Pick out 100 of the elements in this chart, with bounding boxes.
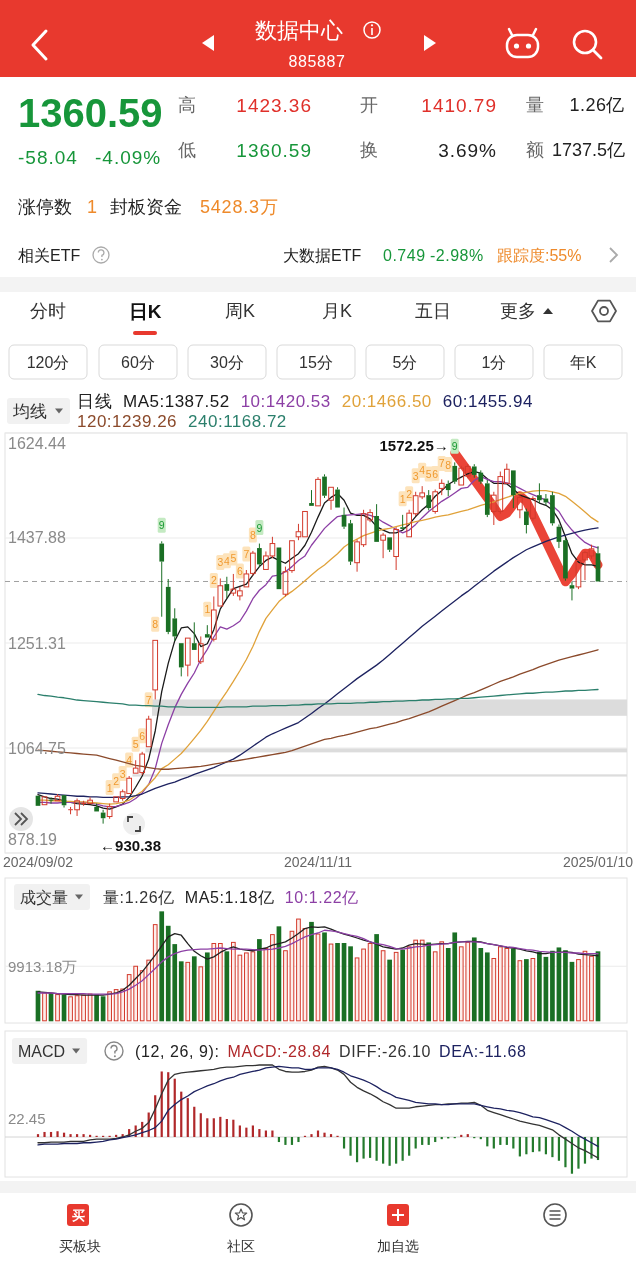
text: 3: [119, 767, 126, 780]
bar: [238, 1125, 241, 1137]
bar: [380, 950, 386, 1022]
text: 5: [425, 468, 432, 481]
bar: [531, 1137, 534, 1153]
bar: [342, 1137, 346, 1149]
text: 年K: [569, 353, 597, 371]
bar: [212, 1118, 215, 1137]
text: 9: [451, 440, 458, 453]
bar: [499, 1137, 502, 1145]
text: 换: [360, 140, 378, 160]
bar: [206, 1118, 209, 1137]
text: 2: [406, 487, 413, 500]
bar: [530, 957, 536, 1022]
series-label: DIFF:-26.10: [339, 1042, 432, 1060]
bar: [251, 1125, 254, 1137]
text: -2.98%: [430, 246, 484, 264]
series-label: MA5:1.18亿: [184, 888, 275, 906]
bar: [335, 943, 340, 1022]
bar: [374, 934, 379, 1022]
text: 分时: [30, 301, 66, 321]
bar: [217, 943, 223, 1022]
bar: [466, 1134, 469, 1137]
bar: [107, 991, 112, 1022]
x-tick-label: 2024/11/11: [284, 854, 353, 870]
text: 1: [399, 492, 406, 505]
text: 8: [445, 458, 452, 471]
chart-title: MACD: [18, 1042, 66, 1060]
bar: [492, 1137, 495, 1149]
bar: [550, 950, 555, 1022]
bar: [426, 942, 432, 1022]
text: 0.749: [383, 246, 426, 264]
bar: [421, 1137, 424, 1145]
bar: [329, 1134, 333, 1137]
bar: [297, 1137, 300, 1143]
text: -4.09%: [95, 146, 162, 168]
y-tick-label: 1437.88: [8, 529, 66, 547]
bar: [368, 1137, 372, 1158]
y-tick-label: 9913.18万: [8, 957, 78, 975]
bar: [204, 952, 210, 1022]
text: 885887: [288, 52, 346, 70]
text: 周K: [224, 301, 256, 321]
bar: [193, 1106, 196, 1137]
bar: [382, 1137, 385, 1164]
text: 7: [243, 548, 250, 561]
bar: [310, 1134, 313, 1137]
text: MA5:1387.52: [123, 391, 230, 411]
text: 9: [158, 519, 165, 532]
bar: [219, 1116, 222, 1137]
legend-title: (12, 26, 9):: [135, 1042, 220, 1060]
bar: [551, 1137, 554, 1158]
bar: [355, 1137, 359, 1163]
bar: [414, 1137, 417, 1149]
text: 2: [113, 774, 120, 787]
chart-title: 成交量: [20, 888, 68, 906]
text: 5分: [392, 353, 418, 371]
text: 社区: [227, 1238, 255, 1254]
bar: [94, 994, 99, 1022]
text: 4: [126, 754, 133, 766]
text: 10:1420.53: [240, 391, 331, 411]
text: 开: [360, 95, 378, 115]
text: 低: [178, 140, 196, 160]
bar: [505, 1137, 508, 1145]
bar: [362, 1137, 365, 1159]
bar: [577, 1137, 580, 1169]
bar: [419, 939, 425, 1022]
text: 8: [249, 528, 256, 541]
x-tick-label: 2025/01/10: [562, 854, 634, 870]
bar: [185, 961, 191, 1022]
y-tick-label: 1251.31: [8, 634, 66, 652]
text: 1360.59: [18, 91, 163, 135]
bar: [43, 1131, 46, 1137]
bar: [75, 1134, 79, 1137]
text: 3: [412, 469, 419, 482]
text: 5428.3万: [200, 197, 279, 217]
text: 20:1466.50: [341, 391, 432, 411]
bar: [517, 960, 523, 1022]
bar: [55, 994, 60, 1022]
text: 240:1168.72: [188, 411, 287, 431]
bar: [395, 1137, 398, 1164]
bar: [277, 1137, 281, 1143]
annotation: 22.45: [8, 1109, 46, 1127]
text: 6: [236, 564, 243, 577]
bar: [69, 1134, 72, 1137]
text: 高: [178, 95, 196, 115]
bar: [375, 1137, 378, 1161]
text: 30分: [210, 353, 244, 371]
text: 1410.79: [421, 94, 497, 116]
bar: [367, 943, 373, 1022]
text: 7: [438, 457, 445, 470]
text: 量: [526, 95, 544, 115]
bar: [348, 946, 353, 1022]
y-tick-label: 1624.44: [8, 434, 66, 452]
bar: [68, 996, 73, 1022]
y-tick-label: 878.19: [8, 830, 58, 848]
bar: [159, 911, 165, 1022]
bar: [198, 966, 204, 1022]
bar: [491, 957, 497, 1022]
bar: [263, 948, 269, 1022]
text: 5: [132, 738, 139, 751]
